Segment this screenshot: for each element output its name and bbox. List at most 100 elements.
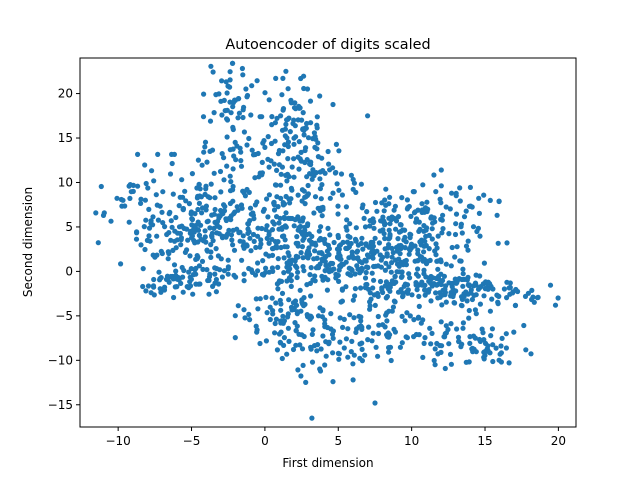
data-point [304, 86, 311, 92]
data-point [298, 149, 304, 155]
data-point [352, 286, 358, 292]
data-point [399, 340, 405, 346]
data-point [298, 250, 304, 256]
data-point [192, 223, 198, 229]
data-point [374, 290, 381, 297]
data-point [380, 227, 386, 233]
data-point [344, 217, 350, 223]
data-point [284, 244, 290, 250]
data-point [449, 244, 455, 251]
data-point [271, 221, 277, 227]
data-point [255, 233, 261, 239]
data-point [438, 183, 444, 189]
data-point [295, 240, 301, 246]
data-point [446, 280, 452, 286]
data-point [167, 209, 173, 215]
data-point [354, 249, 360, 255]
data-point [371, 263, 377, 270]
data-point [255, 150, 261, 157]
data-point [278, 244, 284, 251]
data-point [523, 347, 529, 353]
data-point [490, 342, 496, 348]
data-point [438, 281, 444, 288]
data-point [396, 256, 402, 262]
data-point [266, 97, 272, 103]
data-point [275, 204, 281, 210]
data-point [168, 237, 174, 243]
data-point [336, 187, 342, 193]
data-point [440, 212, 446, 218]
data-point [200, 266, 206, 272]
data-point [535, 294, 541, 300]
data-point [323, 253, 329, 260]
data-point [390, 250, 396, 256]
data-point [233, 157, 239, 163]
data-point [433, 290, 439, 296]
data-point [334, 246, 341, 252]
data-point [263, 251, 269, 257]
data-point [433, 189, 439, 195]
data-point [389, 260, 395, 266]
data-point [389, 245, 395, 251]
data-point [308, 293, 314, 299]
data-point [281, 318, 287, 324]
data-point [298, 373, 304, 379]
data-point [552, 302, 559, 308]
data-point [295, 367, 301, 373]
data-point [358, 240, 364, 247]
data-point [249, 269, 255, 275]
data-point [421, 271, 427, 277]
data-point [488, 333, 494, 339]
data-point [122, 203, 128, 209]
data-point [504, 240, 510, 246]
data-point [227, 200, 233, 207]
data-point [429, 236, 435, 242]
data-point [170, 276, 176, 282]
data-point [265, 156, 271, 162]
data-point [295, 269, 301, 275]
data-point [431, 357, 437, 364]
data-point [284, 135, 290, 141]
data-point [229, 60, 236, 66]
data-point [326, 246, 332, 252]
data-point [225, 266, 231, 272]
data-point [363, 269, 369, 276]
data-point [460, 266, 466, 272]
data-point [397, 222, 403, 228]
data-point [304, 282, 310, 288]
data-point [307, 161, 313, 167]
data-point [212, 265, 218, 271]
data-point [251, 216, 257, 222]
data-point [327, 195, 333, 201]
data-point [271, 161, 277, 167]
data-point [351, 352, 357, 358]
data-point [320, 308, 326, 314]
data-point [176, 224, 183, 230]
data-point [232, 313, 238, 319]
data-point [263, 338, 269, 344]
data-point [228, 213, 234, 219]
data-point [216, 91, 222, 97]
data-point [373, 344, 379, 350]
data-point [148, 290, 154, 296]
data-point [285, 86, 291, 92]
data-point [489, 296, 495, 302]
data-point [425, 289, 431, 295]
data-point [343, 204, 349, 210]
data-point [276, 331, 282, 337]
data-point [266, 164, 272, 170]
data-point [189, 233, 195, 239]
data-point [421, 340, 427, 346]
data-point [412, 209, 418, 215]
data-point [204, 267, 210, 273]
data-point [454, 280, 460, 286]
data-point [455, 334, 462, 340]
data-point [323, 353, 329, 359]
data-point [408, 213, 414, 219]
data-point [339, 286, 345, 292]
data-point [253, 296, 259, 302]
data-point [483, 279, 489, 285]
data-point [413, 216, 420, 222]
data-point [265, 134, 271, 140]
data-point [327, 232, 333, 238]
